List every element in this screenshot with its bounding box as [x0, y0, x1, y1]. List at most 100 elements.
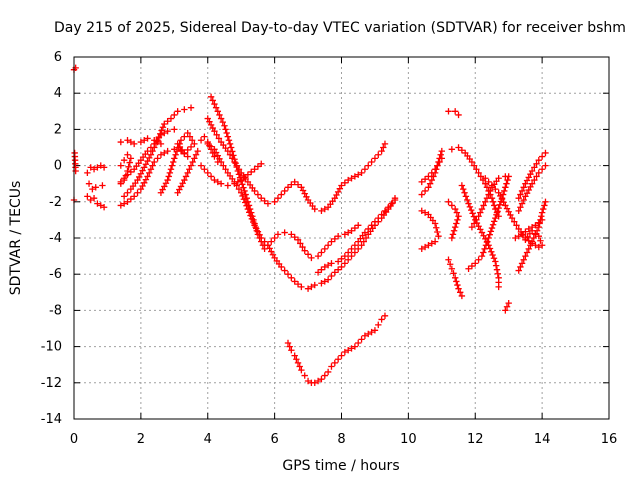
- data-point: [281, 229, 288, 236]
- data-point: [224, 182, 232, 189]
- data-point: [242, 199, 249, 206]
- data-point: [286, 343, 293, 350]
- data-point: [120, 200, 128, 207]
- data-point: [197, 137, 205, 144]
- data-point: [434, 162, 441, 169]
- data-point: [468, 223, 476, 231]
- data-point: [483, 194, 491, 202]
- data-point: [217, 115, 225, 122]
- data-point: [495, 283, 502, 291]
- data-point: [468, 158, 476, 166]
- data-point: [311, 205, 318, 213]
- data-point: [385, 204, 392, 211]
- data-point: [450, 227, 458, 234]
- data-point: [492, 262, 500, 269]
- data-point: [351, 242, 359, 249]
- data-point: [458, 182, 466, 189]
- data-point: [446, 261, 454, 268]
- data-point: [473, 216, 480, 224]
- data-point: [242, 191, 249, 198]
- data-point: [381, 312, 389, 320]
- data-point: [465, 265, 472, 272]
- data-point: [187, 104, 195, 111]
- data-point: [455, 213, 462, 220]
- data-point: [134, 189, 141, 196]
- data-point: [224, 133, 232, 140]
- data-point: [209, 97, 216, 104]
- data-point: [518, 231, 526, 238]
- data-point: [321, 372, 328, 379]
- data-point: [154, 155, 161, 162]
- data-point: [455, 111, 462, 119]
- data-point: [231, 178, 238, 186]
- data-point: [525, 225, 532, 233]
- x-tick-label: 6: [270, 432, 278, 447]
- data-point: [281, 187, 288, 195]
- data-point: [481, 245, 488, 253]
- data-point: [251, 187, 258, 195]
- data-point: [466, 203, 474, 211]
- data-point: [188, 137, 196, 144]
- data-point: [490, 255, 498, 262]
- data-point: [438, 155, 446, 162]
- data-point: [334, 258, 342, 265]
- data-point: [518, 260, 526, 267]
- data-point: [308, 283, 315, 291]
- data-point: [166, 169, 174, 177]
- data-point: [520, 196, 527, 204]
- data-point: [480, 249, 487, 256]
- data-point: [375, 151, 382, 158]
- data-point: [492, 185, 499, 193]
- data-point: [518, 187, 526, 195]
- data-point: [341, 179, 349, 186]
- data-point: [328, 272, 335, 280]
- data-point: [501, 187, 508, 195]
- data-point: [250, 218, 257, 226]
- data-point: [348, 245, 355, 253]
- y-tick-label: 6: [54, 50, 62, 65]
- data-point: [120, 176, 128, 184]
- data-point: [493, 266, 501, 273]
- data-point: [485, 234, 492, 242]
- data-point: [94, 164, 101, 171]
- data-point: [365, 225, 372, 233]
- data-point: [258, 160, 265, 167]
- y-axis-label: SDTVAR / TECUs: [8, 181, 24, 296]
- data-point: [97, 162, 104, 169]
- data-point: [445, 256, 452, 263]
- data-point: [460, 185, 467, 193]
- data-point: [475, 169, 482, 177]
- data-point: [533, 173, 540, 180]
- data-point: [214, 108, 221, 115]
- data-point: [478, 205, 486, 213]
- x-tick-label: 10: [400, 432, 417, 447]
- data-point: [542, 149, 549, 157]
- data-point: [314, 252, 322, 260]
- data-point: [341, 231, 349, 238]
- data-point: [294, 280, 302, 288]
- data-point: [164, 147, 171, 155]
- data-point: [239, 192, 246, 200]
- data-point: [328, 260, 335, 267]
- data-point: [535, 223, 542, 231]
- data-point: [304, 285, 312, 292]
- data-point: [485, 191, 492, 198]
- data-point: [164, 176, 171, 184]
- data-point: [455, 144, 462, 151]
- data-point: [159, 124, 167, 131]
- data-point: [538, 213, 545, 220]
- data-point: [464, 196, 471, 204]
- data-point: [434, 228, 441, 236]
- data-point: [124, 137, 131, 144]
- data-point: [487, 228, 495, 235]
- data-point: [338, 352, 345, 359]
- data-point: [321, 245, 328, 253]
- data-point: [268, 238, 275, 245]
- data-point: [187, 143, 195, 151]
- data-point: [278, 191, 285, 198]
- data-point: [271, 198, 278, 205]
- data-point: [127, 155, 135, 162]
- data-point: [254, 191, 262, 198]
- data-point: [246, 209, 253, 216]
- data-point: [532, 230, 539, 237]
